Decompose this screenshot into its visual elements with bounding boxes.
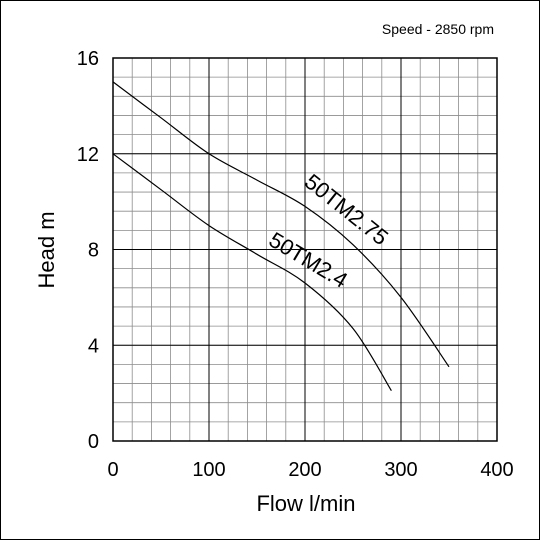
y-tick-label: 0	[88, 431, 99, 453]
y-tick-label: 8	[88, 240, 99, 262]
x-axis-label: Flow l/min	[256, 491, 355, 516]
x-tick-label: 300	[384, 459, 417, 481]
y-tick-label: 16	[77, 48, 99, 70]
x-tick-label: 200	[288, 459, 321, 481]
speed-note: Speed - 2850 rpm	[382, 21, 494, 37]
y-axis-label: Head m	[34, 211, 59, 288]
series-label: 50TM2.4	[265, 227, 352, 293]
y-tick-labels: 0 4 8 12 16	[77, 48, 99, 453]
x-tick-label: 100	[192, 459, 225, 481]
y-tick-label: 4	[88, 335, 99, 357]
x-tick-label: 400	[480, 459, 513, 481]
plot-border	[112, 57, 498, 442]
series-line	[112, 81, 450, 368]
x-tick-label: 0	[107, 459, 118, 481]
y-tick-label: 12	[77, 144, 99, 166]
x-tick-labels: 0 100 200 300 400	[107, 459, 513, 481]
series-line	[112, 153, 392, 392]
